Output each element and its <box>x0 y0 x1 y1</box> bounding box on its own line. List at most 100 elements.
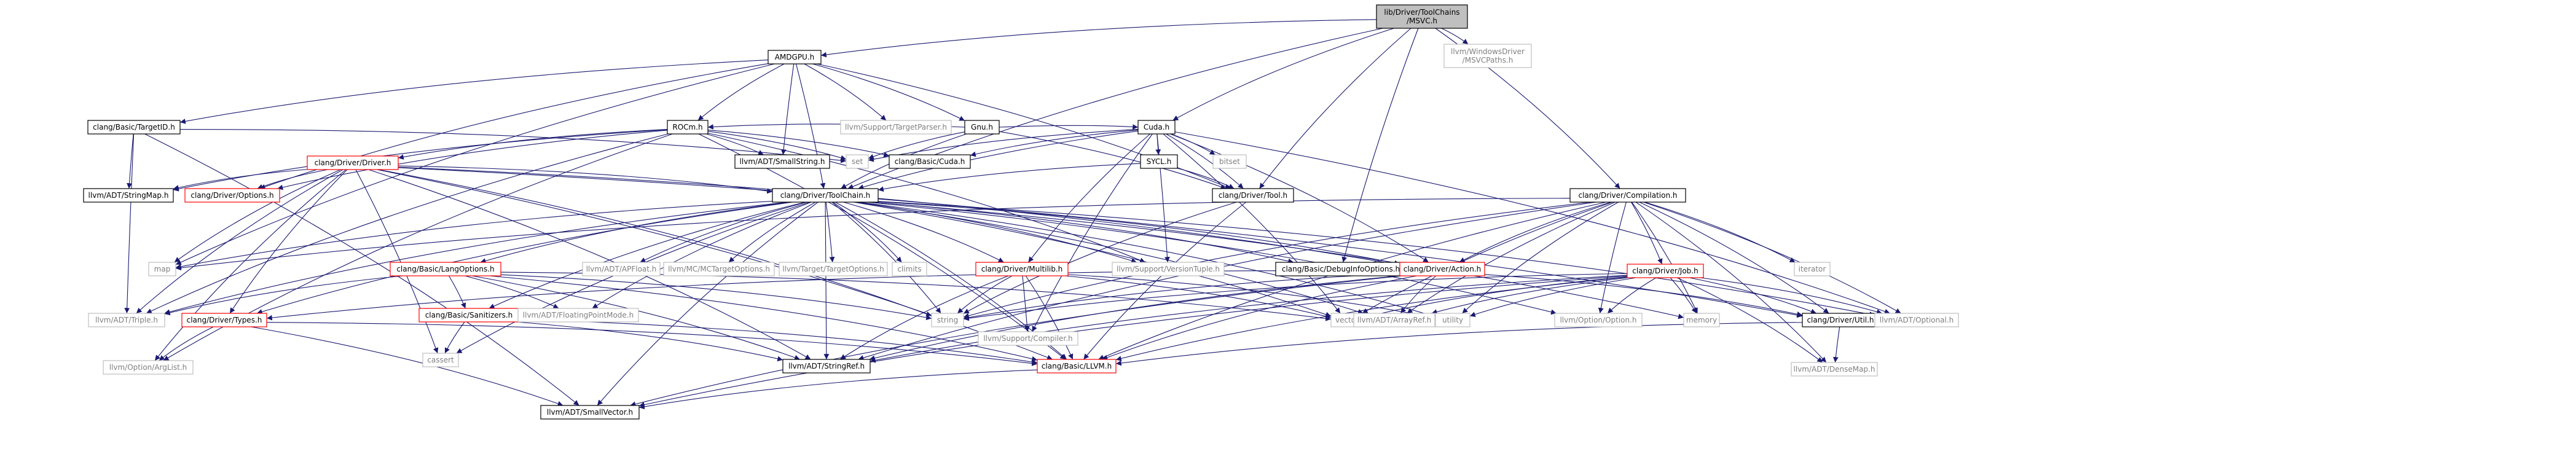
node-cassert: cassert <box>422 353 459 367</box>
edge-action-to-arrayref <box>1400 275 1437 314</box>
edge-job-to-optoption <box>1607 277 1657 314</box>
node-densemap-label: llvm/ADT/DenseMap.h <box>1794 365 1875 374</box>
edge-toolchain-to-vector <box>853 202 1332 318</box>
node-set: set <box>846 154 869 169</box>
node-bitset-label: bitset <box>1219 157 1240 166</box>
node-toolchain[interactable]: clang/Driver/ToolChain.h <box>772 188 879 203</box>
node-stringmap[interactable]: llvm/ADT/StringMap.h <box>83 188 174 203</box>
node-driver[interactable]: clang/Driver/Driver.h <box>307 155 399 170</box>
edge-job-to-memory <box>1670 277 1697 314</box>
edge-langoptions-to-string <box>500 274 932 321</box>
node-apfloat-box <box>582 262 661 276</box>
edge-gnu-to-cuda <box>999 124 1139 130</box>
node-util-label: clang/Driver/Util.h <box>1807 316 1874 324</box>
edge-sanitizers-to-cassert <box>444 321 465 354</box>
node-gnu[interactable]: Gnu.h <box>964 120 1000 135</box>
node-utility: utility <box>1435 313 1471 327</box>
edge-llvmh-to-smallvector <box>638 369 1038 410</box>
node-root[interactable]: lib/Driver/ToolChains/MSVC.h <box>1376 4 1468 29</box>
node-rocm[interactable]: ROCm.h <box>667 120 709 135</box>
edge-toolchain-to-arrayref <box>856 202 1364 315</box>
node-util[interactable]: clang/Driver/Util.h <box>1802 313 1879 327</box>
edge-toolchain-to-string <box>831 202 941 314</box>
edge-job-to-smallvector <box>638 275 1628 407</box>
node-triple-label: llvm/ADT/Triple.h <box>95 316 158 324</box>
edge-toolchain-to-memory <box>873 202 1684 319</box>
node-cuda[interactable]: Cuda.h <box>1137 120 1176 135</box>
edge-rocm-to-set <box>707 131 847 161</box>
node-sanitizers[interactable]: clang/Basic/Sanitizers.h <box>418 308 519 323</box>
node-compilation[interactable]: clang/Driver/Compilation.h <box>1569 188 1686 203</box>
edge-tool-to-string <box>963 202 1237 314</box>
node-compiler-box <box>978 331 1078 346</box>
node-memory-box <box>1683 313 1720 327</box>
node-action[interactable]: clang/Driver/Action.h <box>1399 262 1485 276</box>
node-iterator-label: iterator <box>1799 265 1826 273</box>
edge-toolchain-to-action <box>878 201 1400 266</box>
node-llvmh-label: clang/Basic/LLVM.h <box>1042 362 1112 370</box>
node-apfloat-label: llvm/ADT/APFloat.h <box>586 265 657 273</box>
node-compilation-box <box>1569 188 1686 203</box>
edge-compilation-to-memory <box>1632 202 1698 314</box>
edge-action-to-llvmh <box>1102 275 1417 361</box>
node-types-label: clang/Driver/Types.h <box>187 316 262 324</box>
edge-amdgpu-to-gnu <box>812 63 965 122</box>
node-versiontuple-box <box>1112 262 1225 276</box>
node-targetid[interactable]: clang/Basic/TargetID.h <box>87 120 181 135</box>
node-compiler: llvm/Support/Compiler.h <box>978 331 1078 346</box>
edge-types-to-llvmh <box>266 322 1038 366</box>
edge-tool-to-llvmh <box>1083 202 1246 360</box>
node-stringref[interactable]: llvm/ADT/StringRef.h <box>782 359 871 374</box>
node-multilib[interactable]: clang/Driver/Multilib.h <box>975 262 1069 276</box>
node-amdgpu[interactable]: AMDGPU.h <box>768 50 822 65</box>
node-basiccuda[interactable]: clang/Basic/Cuda.h <box>889 154 971 169</box>
edge-langoptions-to-triple <box>164 275 404 316</box>
edge-util-to-densemap <box>1832 326 1840 363</box>
node-triple: llvm/ADT/Triple.h <box>88 313 165 327</box>
node-smallvector-box <box>540 405 640 420</box>
node-optional-label: llvm/ADT/Optional.h <box>1880 316 1954 324</box>
edge-multilib-to-vector <box>1065 275 1332 319</box>
edge-cuda-to-vector <box>1163 133 1341 314</box>
edge-toolchain-to-sanitizers <box>489 202 806 309</box>
node-llvmh[interactable]: clang/Basic/LLVM.h <box>1037 359 1117 374</box>
node-windowsdriver: llvm/WindowsDriver/MSVCPaths.h <box>1443 44 1532 68</box>
node-map: map <box>148 262 176 276</box>
edges-layer <box>124 19 1901 410</box>
node-climits-label: climits <box>897 265 921 273</box>
edge-types-to-arglist <box>159 326 214 361</box>
node-iterator-box <box>1794 262 1831 276</box>
node-set-box <box>846 154 869 169</box>
node-targetid-label: clang/Basic/TargetID.h <box>93 123 175 131</box>
node-llvmh-box <box>1037 359 1117 374</box>
node-string-label: string <box>937 316 958 324</box>
edge-langoptions-to-fpmode <box>465 275 559 309</box>
node-smallstring[interactable]: llvm/ADT/SmallString.h <box>734 154 830 169</box>
nodes-layer: lib/Driver/ToolChains/MSVC.h AMDGPU.h llvm… <box>83 4 1959 420</box>
edge-toolchain-to-langoptions <box>480 202 791 264</box>
node-optoption-label: llvm/Option/Option.h <box>1560 316 1636 324</box>
edge-sycl-to-tool <box>1177 168 1235 189</box>
node-bitset: bitset <box>1212 154 1247 169</box>
node-windowsdriver-box <box>1443 44 1532 68</box>
node-rocm-box <box>667 120 709 135</box>
edge-compilation-to-util <box>1639 202 1829 314</box>
node-compiler-label: llvm/Support/Compiler.h <box>983 334 1072 343</box>
node-options[interactable]: clang/Driver/Options.h <box>184 188 280 203</box>
node-types[interactable]: clang/Driver/Types.h <box>181 313 267 327</box>
node-string: string <box>931 313 964 327</box>
node-bitset-box <box>1212 154 1247 169</box>
node-tool[interactable]: clang/Driver/Tool.h <box>1212 188 1294 203</box>
node-debuginfo[interactable]: clang/Basic/DebugInfoOptions.h <box>1275 262 1407 276</box>
node-smallvector[interactable]: llvm/ADT/SmallVector.h <box>540 405 640 420</box>
node-langoptions-label: clang/Basic/LangOptions.h <box>396 265 494 273</box>
edge-rocm-to-driver <box>398 128 668 160</box>
edge-toolchain-to-triple <box>164 202 788 315</box>
edge-langoptions-to-llvmh <box>489 275 1038 362</box>
node-langoptions[interactable]: clang/Basic/LangOptions.h <box>390 262 501 276</box>
node-targetoptions-box <box>779 262 888 276</box>
edge-multilib-to-llvmh <box>1025 275 1074 360</box>
node-job[interactable]: clang/Driver/Job.h <box>1627 264 1704 278</box>
node-sycl[interactable]: SYCL.h <box>1140 154 1178 169</box>
